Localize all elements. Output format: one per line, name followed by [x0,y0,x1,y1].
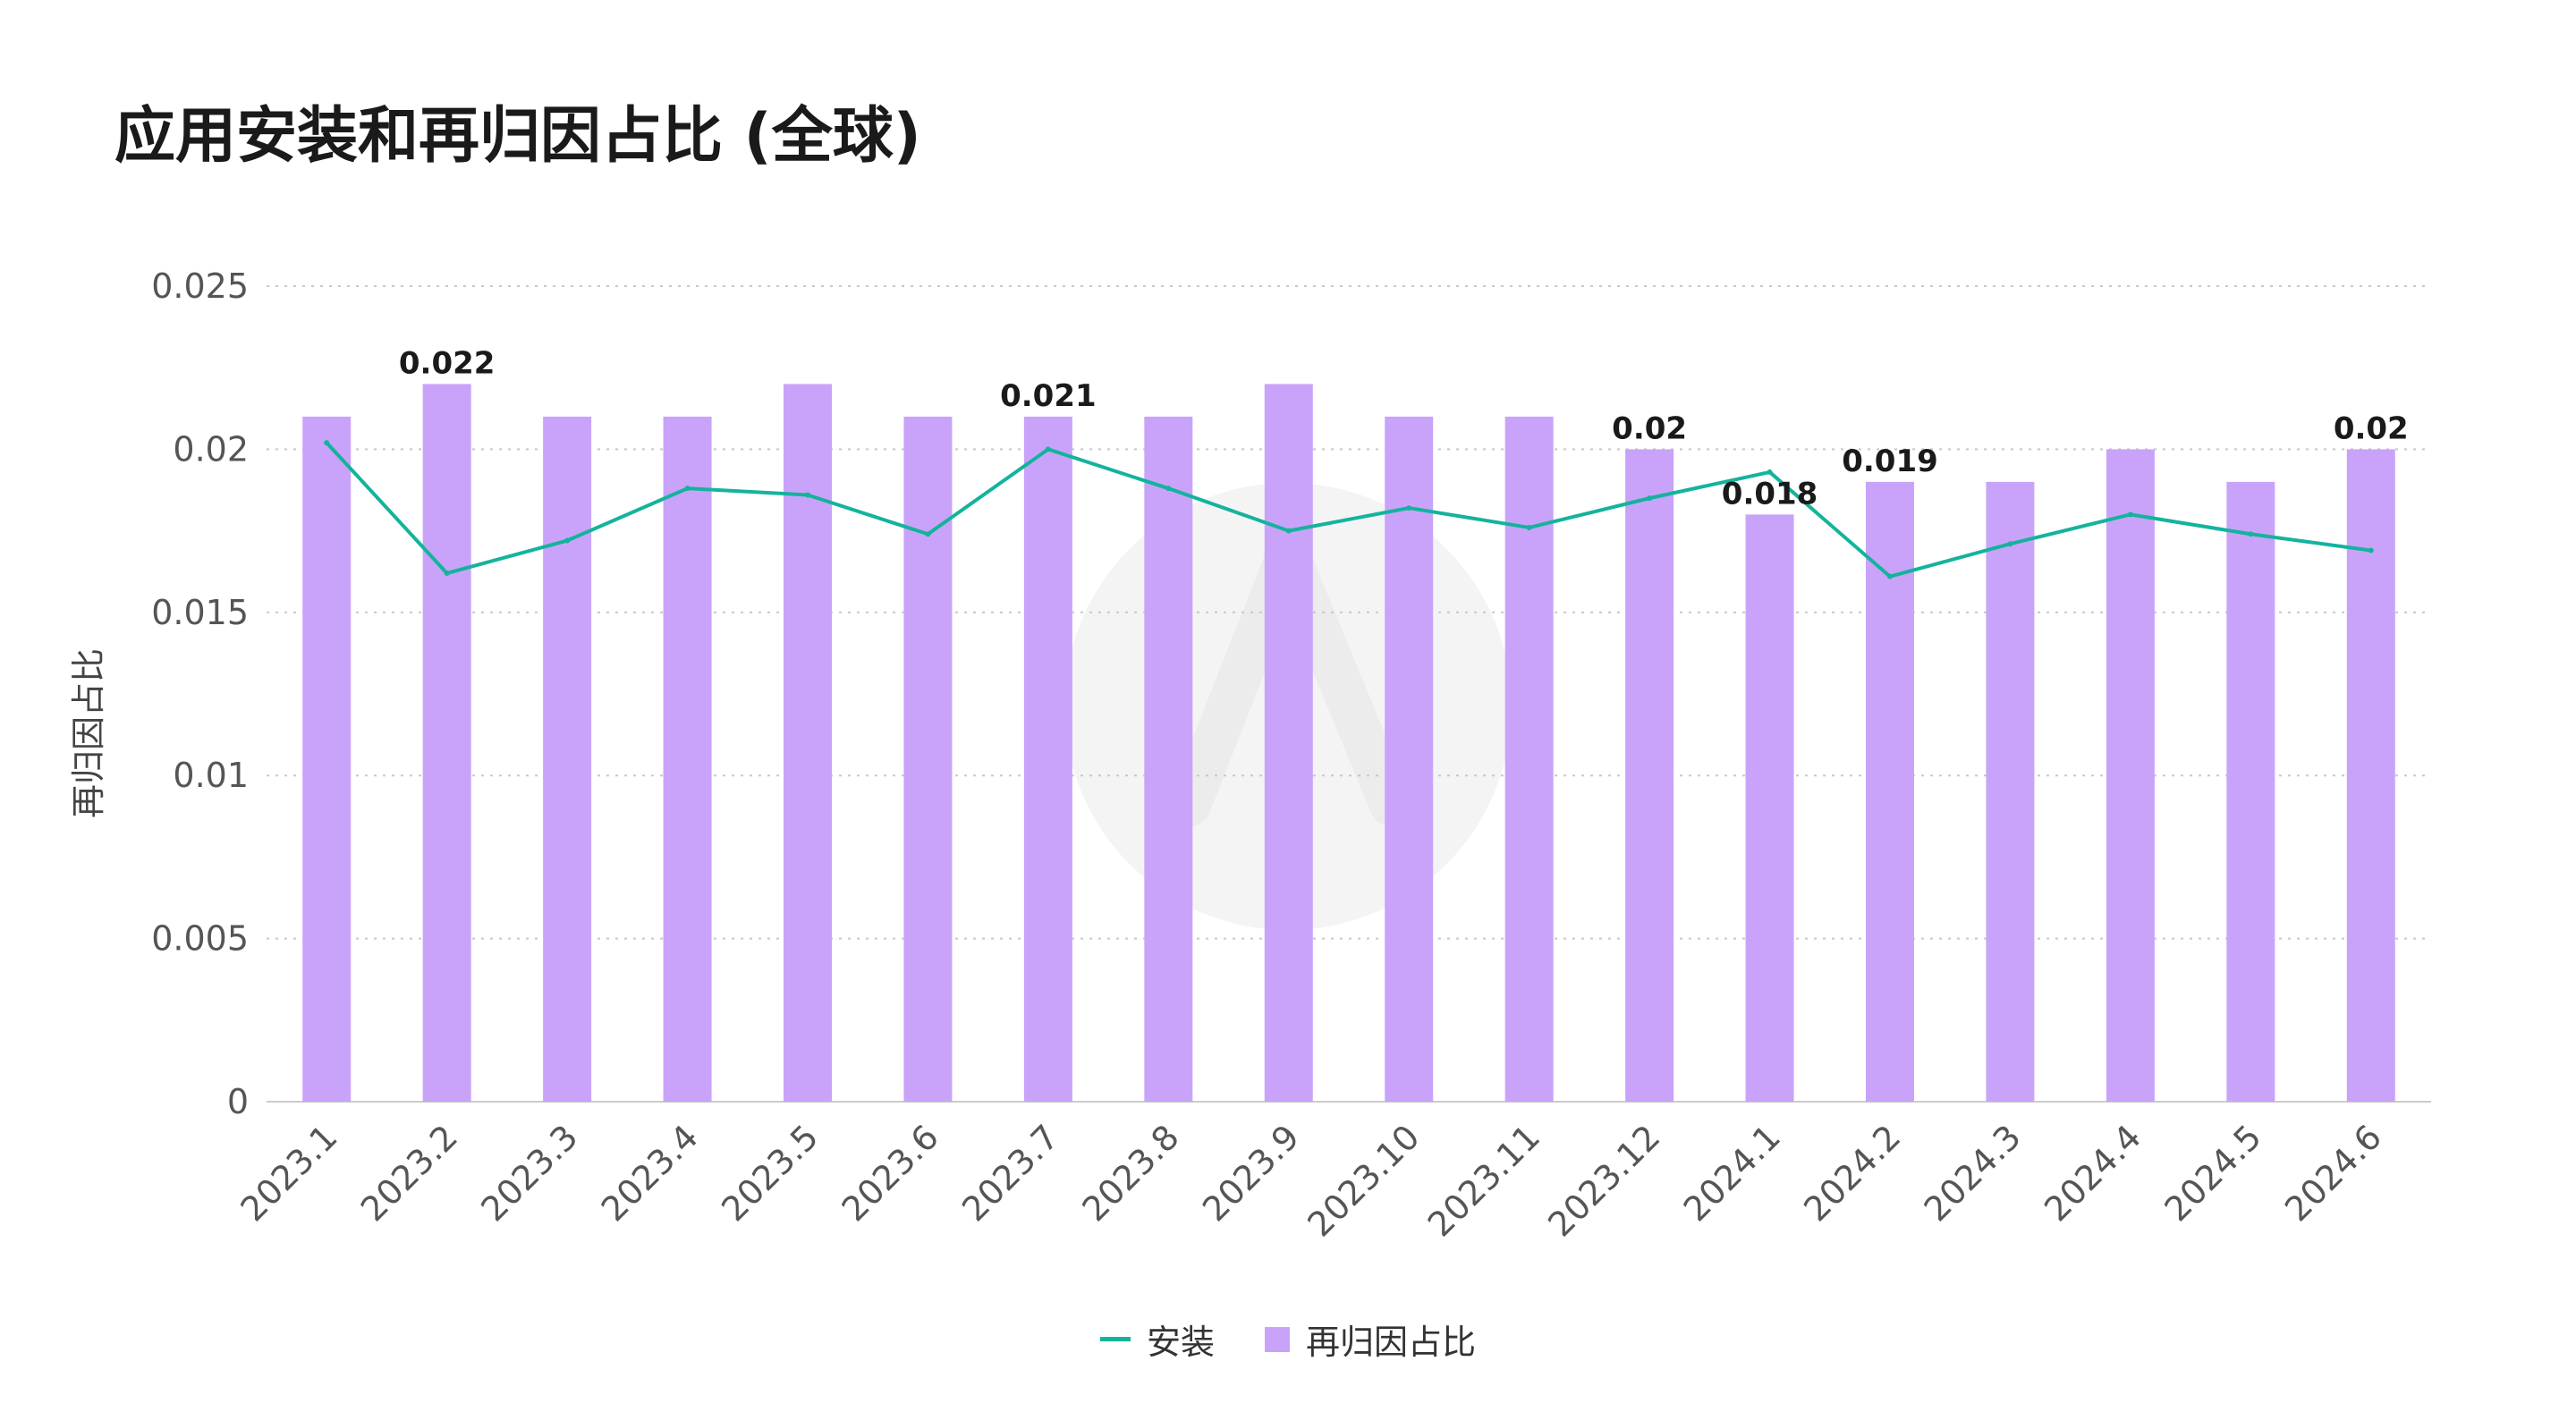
line-point[interactable] [684,486,691,492]
legend-label-reattribution: 再归因占比 [1306,1323,1477,1362]
line-point[interactable] [1045,446,1051,452]
x-tick-label: 2023.11 [1420,1117,1547,1244]
bar[interactable] [1385,416,1434,1102]
bar[interactable] [1986,481,2035,1102]
legend-label-install: 安装 [1146,1323,1215,1362]
legend-bar-swatch [1265,1326,1290,1352]
bar[interactable] [302,416,352,1102]
line-point[interactable] [1887,573,1893,579]
legend-line-swatch [1099,1337,1131,1341]
x-tick-label: 2024.3 [1917,1117,2029,1229]
legend: 安装 再归因占比 [0,1315,2576,1364]
y-axis-label: 再归因占比 [69,648,108,818]
x-tick-label: 2023.12 [1540,1117,1667,1244]
bar[interactable] [1023,416,1072,1102]
bar[interactable] [422,384,471,1102]
line-point[interactable] [2368,547,2374,554]
x-tick-label: 2023.5 [714,1117,826,1229]
y-tick-label: 0.01 [173,756,249,795]
line-point[interactable] [1767,469,1773,475]
line-point[interactable] [1647,495,1653,502]
x-tick-label: 2024.1 [1676,1117,1788,1229]
bar[interactable] [1264,384,1313,1102]
bar[interactable] [1625,449,1674,1102]
line-point[interactable] [1406,505,1412,512]
data-label: 0.02 [1612,410,1687,446]
bar[interactable] [543,416,592,1102]
data-label: 0.019 [1842,444,1938,479]
x-tick-label: 2024.2 [1796,1117,1908,1229]
y-tick-label: 0.015 [151,593,249,632]
bar[interactable] [903,416,953,1102]
x-tick-label: 2023.1 [233,1117,344,1229]
line-point[interactable] [2248,531,2254,537]
y-tick-label: 0 [227,1082,249,1121]
bar[interactable] [2226,481,2275,1102]
chart-title: 应用安装和再归因占比 (全球) [114,101,921,172]
data-label: 0.022 [399,345,496,381]
line-point[interactable] [1285,528,1292,534]
install-series-line[interactable] [325,441,2372,579]
x-tick-label: 2024.6 [2277,1117,2389,1229]
x-tick-label: 2023.9 [1195,1117,1307,1229]
x-tick-label: 2023.4 [594,1117,706,1229]
legend-item-install[interactable]: 安装 [1099,1315,1215,1364]
bar[interactable] [1866,481,1914,1102]
line-point[interactable] [2127,512,2133,518]
bar[interactable] [784,384,832,1102]
x-tick-label: 2024.4 [2037,1117,2148,1229]
x-tick-label: 2023.6 [835,1117,946,1229]
line-point[interactable] [444,571,450,577]
bar[interactable] [663,416,712,1102]
bar[interactable] [1504,416,1554,1102]
x-tick-label: 2023.8 [1075,1117,1187,1229]
line-point[interactable] [1165,486,1172,492]
line-point[interactable] [324,440,330,446]
bar[interactable] [2106,449,2155,1102]
line-point[interactable] [2007,541,2013,547]
bar[interactable] [2346,449,2395,1102]
y-tick-label: 0.02 [173,429,249,469]
line-point[interactable] [925,531,931,537]
line-point[interactable] [564,537,571,544]
x-tick-label: 2023.7 [954,1117,1066,1229]
x-tick-label: 2024.5 [2157,1117,2269,1229]
bar[interactable] [1745,514,1794,1102]
legend-item-reattribution[interactable]: 再归因占比 [1265,1315,1476,1364]
x-tick-label: 2023.2 [353,1117,465,1229]
line-point[interactable] [1526,524,1532,530]
line-point[interactable] [805,492,810,498]
data-label: 0.02 [2334,410,2409,446]
y-tick-label: 0.025 [151,266,249,306]
x-tick-label: 2023.10 [1300,1117,1427,1244]
data-label: 0.021 [1000,378,1097,414]
data-label: 0.018 [1722,476,1818,512]
bar[interactable] [1144,416,1193,1102]
x-tick-label: 2023.3 [473,1117,585,1229]
y-tick-label: 0.005 [151,919,249,959]
